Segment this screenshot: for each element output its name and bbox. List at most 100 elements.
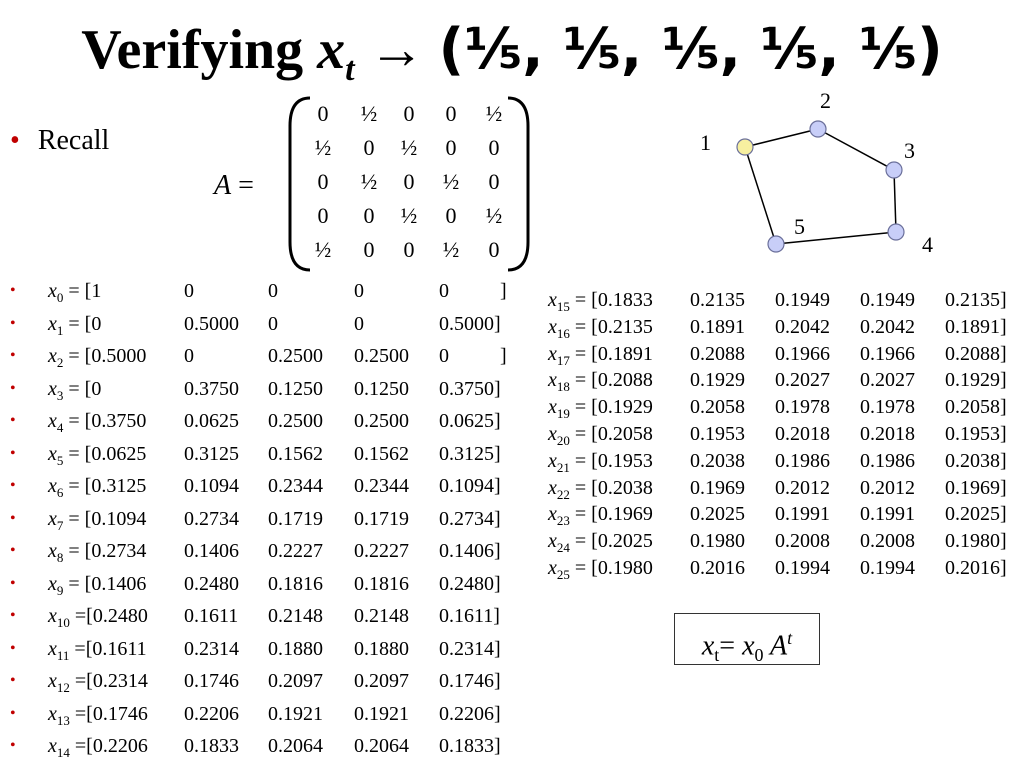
graph-node	[809, 120, 827, 138]
vector-value: 0.1929	[690, 369, 745, 392]
iteration-label: x23 = [0.1969	[548, 502, 653, 533]
vector-value: 0.2025]	[945, 503, 1007, 526]
graph-node-label: 5	[794, 214, 805, 239]
vector-value: 0.1562	[354, 442, 409, 465]
vector-value: 0.2008	[860, 530, 915, 553]
matrix-cell: 0	[363, 237, 375, 262]
formula-a: A	[763, 630, 788, 662]
iteration-row: • x6 = [0.3125 0.1094 0.2344 0.2344 0.1094]	[10, 474, 520, 500]
vector-value: 0.2038	[690, 449, 745, 472]
vector-value: 0.1969]	[945, 476, 1007, 499]
vector-value: 0.1406	[184, 540, 239, 562]
bullet-marker: •	[10, 704, 16, 722]
first-value: =[0.2314	[69, 670, 148, 692]
title-subscript: t	[345, 51, 355, 89]
iteration-row: • x7 = [0.1094 0.2734 0.1719 0.1719 0.2734]	[10, 507, 520, 533]
vector-symbol: x	[48, 540, 57, 562]
iteration-index: 1	[56, 322, 64, 338]
graph-edge	[817, 128, 895, 171]
formula-eq: =	[719, 630, 743, 662]
iteration-index: 12	[56, 680, 70, 695]
iteration-label: x19 = [0.1929	[548, 395, 653, 426]
iteration-row: x15 = [0.1833 0.2135 0.1949 0.1949 0.2135]	[548, 288, 1018, 314]
iteration-index: 9	[56, 582, 64, 598]
matrix-label: A =	[214, 170, 254, 202]
matrix-cell: 0	[403, 169, 415, 194]
vector-symbol: x	[48, 637, 57, 660]
iteration-label: x2 = [0.5000	[48, 344, 146, 375]
first-value: = [0.1929	[569, 396, 653, 419]
vector-symbol: x	[48, 280, 57, 302]
matrix-cell: 0	[445, 203, 457, 228]
iteration-row: • x4 = [0.3750 0.0625 0.2500 0.2500 0.0625]	[10, 409, 520, 435]
vector-value: 0.1746	[184, 670, 239, 692]
vector-value: ]	[500, 345, 507, 367]
iteration-row: • x14 =[0.2206 0.1833 0.2064 0.2064 0.1833]	[10, 734, 520, 760]
vector-value: 0.1833	[184, 735, 239, 757]
vector-value: 0.3750	[184, 377, 239, 400]
vector-value: 0.2058	[690, 396, 745, 419]
vector-value: 0.3125	[184, 442, 239, 465]
vector-symbol: x	[48, 410, 57, 432]
vector-value: 0.1719	[268, 507, 323, 530]
iteration-row: • x11 =[0.1611 0.2314 0.1880 0.1880 0.2314]	[10, 637, 520, 663]
bullet-marker: •	[10, 574, 16, 592]
first-value: = [0.1969	[569, 503, 653, 526]
matrix-cell: 0	[488, 169, 500, 194]
first-value: = [1	[63, 280, 102, 302]
graph-node	[767, 235, 785, 253]
graph-edge	[744, 146, 777, 245]
vector-value: 0.2480	[184, 572, 239, 595]
first-value: = [0.2734	[63, 540, 147, 562]
vector-value: 0.2038]	[945, 449, 1007, 472]
iteration-row: x23 = [0.1969 0.2025 0.1991 0.1991 0.2025]	[548, 502, 1018, 528]
vector-value: 0.1953]	[945, 423, 1007, 445]
vector-value: 0.1746]	[439, 670, 501, 692]
vector-value: 0.1880	[354, 637, 409, 660]
iteration-row: • x12 =[0.2314 0.1746 0.2097 0.2097 0.1746]	[10, 669, 520, 695]
graph-node	[887, 223, 905, 241]
iteration-label: x3 = [0	[48, 377, 101, 408]
matrix-cell: ½	[360, 169, 378, 194]
vector-value: 0.1980]	[945, 530, 1007, 553]
vector-value: 0.2058]	[945, 396, 1007, 419]
iteration-index: 5	[56, 452, 64, 468]
vector-value: 0.1891	[690, 315, 745, 338]
vector-value: 0.1969	[690, 476, 745, 499]
graph-node-label: 1	[700, 130, 711, 155]
formula-t: t	[714, 644, 720, 665]
vector-value: 0.1880	[268, 637, 323, 660]
matrix-cell: 0	[403, 237, 415, 262]
iteration-row: x22 = [0.2038 0.1969 0.2012 0.2012 0.1969]	[548, 476, 1018, 502]
vector-value: 0.2012	[860, 476, 915, 499]
iteration-index: 3	[56, 387, 64, 403]
vector-value: 0.3125]	[439, 442, 501, 465]
vector-value: 0.2734	[184, 507, 239, 530]
bullet-marker: •	[10, 509, 16, 527]
vector-value: 0.1991	[860, 503, 915, 526]
matrix-cell: 0	[317, 101, 329, 126]
bullet-marker: •	[10, 639, 16, 657]
vector-value: 0.1921	[268, 702, 323, 725]
vector-value: 0	[184, 280, 194, 302]
vector-value: 0.1986	[860, 449, 915, 472]
iteration-label: x12 =[0.2314	[48, 669, 148, 700]
first-value: = [0	[63, 312, 102, 335]
iteration-index: 18	[556, 379, 570, 395]
vector-value: 0.2314	[184, 637, 239, 660]
vector-value: 0.2016	[690, 557, 745, 579]
matrix-cell: ½	[442, 237, 460, 262]
vector-symbol: x	[48, 605, 57, 627]
iteration-label: x11 =[0.1611	[48, 637, 147, 668]
first-value: =[0.2480	[69, 605, 148, 627]
vector-value: 0.2088]	[945, 342, 1007, 365]
iteration-row: x25 = [0.1980 0.2016 0.1994 0.1994 0.2016]	[548, 556, 1018, 582]
vector-symbol: x	[48, 475, 57, 497]
vector-value: 0.1966	[775, 342, 830, 365]
vector-value: 0.1611]	[439, 605, 500, 627]
vector-value: 0.3750]	[439, 377, 501, 400]
vector-value: ]	[500, 280, 507, 302]
iteration-index: 23	[556, 513, 570, 529]
matrix-cell: 0	[488, 237, 500, 262]
iteration-index: 17	[556, 352, 570, 368]
